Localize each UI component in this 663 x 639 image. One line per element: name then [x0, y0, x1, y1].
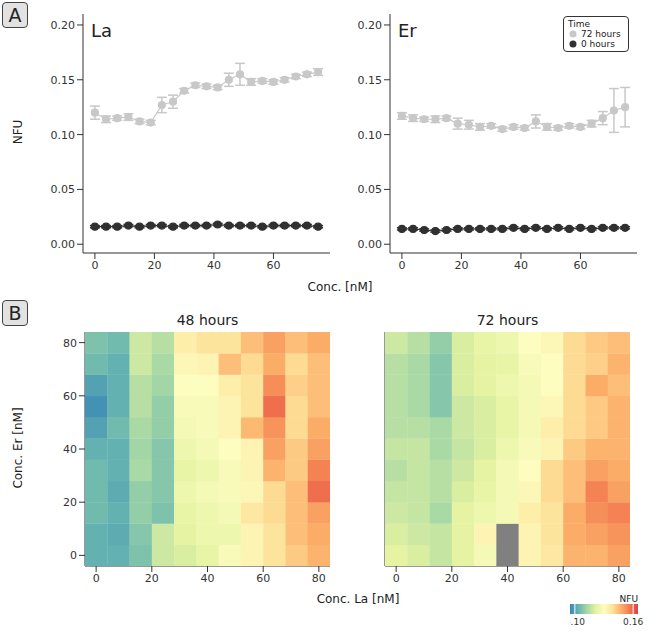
svg-text:0.00: 0.00 [51, 238, 76, 251]
svg-text:20: 20 [63, 496, 77, 509]
html-text:La: La [91, 20, 113, 41]
html-text:NFU: NFU [619, 594, 638, 604]
svg-text:0.00: 0.00 [358, 238, 383, 251]
svg-text:0: 0 [70, 549, 77, 562]
svg-text:0.05: 0.05 [358, 183, 383, 196]
svg-text:0.20: 0.20 [358, 19, 383, 32]
html-text:48 hours: 48 hours [176, 312, 239, 328]
svg-text:80: 80 [63, 337, 77, 350]
svg-text:40: 40 [501, 572, 515, 585]
svg-text:0.20: 0.20 [51, 19, 76, 32]
svg-text:20: 20 [147, 259, 161, 272]
html-text:Er: Er [398, 20, 417, 41]
svg-text:40: 40 [514, 259, 528, 272]
svg-text:20: 20 [454, 259, 468, 272]
svg-text:40: 40 [201, 572, 215, 585]
html-text:NFU: NFU [11, 119, 25, 145]
svg-text:0: 0 [393, 572, 400, 585]
svg-text:60: 60 [63, 390, 77, 403]
svg-text:60: 60 [266, 259, 280, 272]
svg-text:0.15: 0.15 [51, 74, 76, 87]
svg-text:60: 60 [573, 259, 587, 272]
html-text:A: A [8, 4, 22, 26]
svg-text:80: 80 [612, 572, 626, 585]
svg-text:0.05: 0.05 [51, 183, 76, 196]
svg-text:0: 0 [93, 572, 100, 585]
html-text:Time: Time [568, 19, 590, 29]
svg-text:40: 40 [207, 259, 221, 272]
svg-text:0.10: 0.10 [358, 129, 383, 142]
svg-text:60: 60 [256, 572, 270, 585]
html-text:Conc. [nM]: Conc. [nM] [307, 280, 373, 294]
svg-text:0: 0 [91, 259, 98, 272]
svg-text:80: 80 [312, 572, 326, 585]
html-text:Conc. Er [nM]: Conc. Er [nM] [11, 407, 25, 489]
html-text:0 hours: 0 hours [581, 39, 615, 49]
svg-text:20: 20 [445, 572, 459, 585]
html-text:Conc. La [nM]: Conc. La [nM] [316, 592, 400, 606]
svg-text:0.16: 0.16 [623, 617, 643, 627]
html-text:B: B [8, 302, 22, 324]
svg-text:60: 60 [556, 572, 570, 585]
svg-text:40: 40 [63, 443, 77, 456]
svg-text:0.10: 0.10 [570, 617, 585, 627]
svg-text:0.10: 0.10 [51, 129, 76, 142]
svg-text:20: 20 [145, 572, 159, 585]
html-text:72 hours: 72 hours [581, 29, 621, 39]
html-text:72 hours: 72 hours [476, 312, 539, 328]
svg-text:0.15: 0.15 [358, 74, 383, 87]
svg-text:0: 0 [398, 259, 405, 272]
